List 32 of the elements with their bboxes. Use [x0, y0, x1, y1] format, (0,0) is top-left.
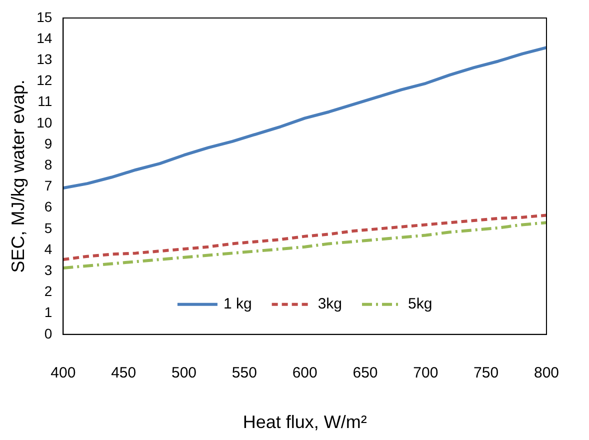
- y-tick-label: 7: [44, 178, 52, 194]
- y-tick-label: 3: [44, 262, 52, 278]
- x-tick-label: 750: [474, 364, 499, 382]
- y-tick-label: 11: [38, 93, 52, 110]
- x-tick-label: 550: [232, 364, 257, 382]
- x-tick-label: 800: [534, 364, 559, 382]
- y-tick-label: 12: [36, 72, 52, 88]
- legend-label: 5kg: [408, 296, 432, 313]
- y-tick-label: 4: [44, 240, 52, 257]
- y-tick-label: 13: [36, 51, 52, 68]
- x-axis-title: Heat flux, W/m²: [242, 412, 367, 432]
- line-series: [63, 214, 546, 262]
- x-tick-label: 400: [50, 364, 76, 382]
- y-tick-label: 2: [44, 283, 52, 300]
- y-tick-label: 6: [44, 198, 52, 215]
- y-tick-label: 9: [44, 135, 52, 152]
- x-tick-label: 650: [352, 364, 378, 382]
- y-axis-title: SEC, MJ/kg water evap.: [8, 80, 28, 273]
- y-tick-label: 5: [44, 220, 52, 236]
- x-tick-label: 600: [292, 364, 318, 382]
- x-tick-label: 500: [171, 364, 197, 382]
- y-tick-label: 8: [44, 156, 52, 173]
- legend-label: 3kg: [318, 296, 342, 313]
- y-tick-label: 15: [36, 8, 52, 25]
- legend-label: 1 kg: [223, 296, 252, 313]
- y-tick-label: 14: [36, 30, 52, 46]
- x-tick-label: 700: [413, 364, 438, 382]
- y-tick-label: 0: [44, 325, 52, 342]
- y-tick-label: 10: [36, 114, 52, 130]
- x-tick-label: 450: [111, 364, 136, 382]
- y-tick-label: 1: [44, 304, 52, 320]
- line-series: [63, 221, 546, 270]
